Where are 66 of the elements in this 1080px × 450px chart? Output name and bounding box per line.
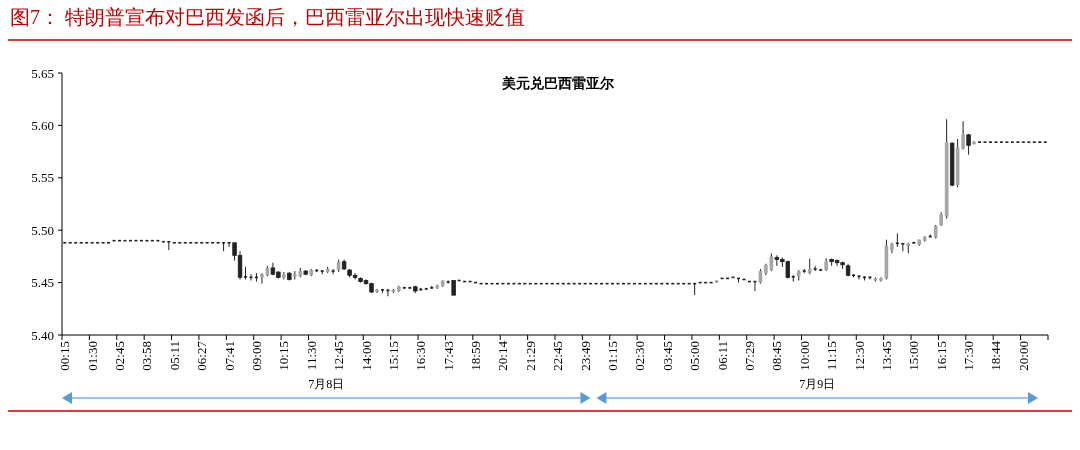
candlestick xyxy=(172,241,176,244)
candlestick xyxy=(101,241,105,244)
x-tick-label: 17:43 xyxy=(440,341,456,371)
x-tick-label: 00:15 xyxy=(57,341,73,371)
x-tick-label: 21:29 xyxy=(522,341,538,371)
candlestick xyxy=(74,241,78,244)
x-tick-label: 02:45 xyxy=(112,341,128,371)
text: 7月9日 xyxy=(799,377,836,391)
chart-title: 图7： 特朗普宣布对巴西发函后，巴西雷亚尔出现快速贬值 xyxy=(10,6,525,28)
candlestick xyxy=(205,241,209,244)
candlestick xyxy=(85,241,89,244)
text: 7月8日 xyxy=(308,377,345,391)
x-tick-label: 05:11 xyxy=(166,341,182,371)
candlestick xyxy=(161,240,165,243)
x-tick-label: 16:30 xyxy=(413,341,429,371)
y-tick-label: 5.40 xyxy=(31,327,54,343)
candlestick xyxy=(79,241,83,244)
x-tick-label: 03:45 xyxy=(659,341,675,371)
x-tick-label: 13:45 xyxy=(878,341,894,371)
x-tick-label: 11:30 xyxy=(303,341,319,371)
candlestick xyxy=(194,241,198,244)
candlestick xyxy=(107,241,111,244)
candlestick xyxy=(211,241,215,244)
x-tick-label: 08:45 xyxy=(769,341,785,371)
x-tick-label: 07:29 xyxy=(741,341,757,371)
x-tick-label: 15:15 xyxy=(385,341,401,371)
y-tick-label: 5.65 xyxy=(31,65,54,81)
x-tick-label: 06:11 xyxy=(714,341,730,371)
candlestick xyxy=(879,276,883,283)
x-tick-label: 10:15 xyxy=(276,341,292,371)
candlestick xyxy=(68,241,72,244)
x-tick-label: 01:15 xyxy=(605,341,621,371)
chart-subtitle: 美元兑巴西雷亚尔 xyxy=(501,75,615,91)
x-tick-label: 07:41 xyxy=(221,341,237,371)
x-tick-label: 02:30 xyxy=(632,341,648,371)
candlestick xyxy=(178,241,182,244)
x-tick-label: 17:30 xyxy=(961,341,977,371)
x-tick-label: 20:14 xyxy=(495,340,511,371)
x-tick-label: 12:45 xyxy=(331,341,347,371)
x-tick-label: 11:15 xyxy=(824,341,840,371)
y-tick-label: 5.55 xyxy=(31,170,54,186)
x-tick-label: 10:00 xyxy=(796,341,812,371)
x-tick-label: 18:59 xyxy=(468,341,484,371)
x-tick-label: 14:00 xyxy=(358,341,374,371)
candlestick xyxy=(63,241,67,244)
x-tick-label: 15:00 xyxy=(906,341,922,371)
x-tick-label: 01:30 xyxy=(84,341,100,371)
x-tick-label: 12:30 xyxy=(851,341,867,371)
candlestick xyxy=(216,241,220,244)
x-tick-label: 18:44 xyxy=(988,340,1004,371)
x-tick-label: 23:49 xyxy=(577,341,593,371)
y-tick-label: 5.60 xyxy=(31,117,54,133)
candlestick xyxy=(183,241,187,244)
candlestick xyxy=(96,241,100,244)
x-tick-label: 20:00 xyxy=(1015,341,1031,371)
x-tick-label: 05:00 xyxy=(687,341,703,371)
candlestick xyxy=(189,241,193,244)
x-tick-label: 09:00 xyxy=(248,341,264,371)
x-tick-label: 22:45 xyxy=(550,341,566,371)
y-tick-label: 5.45 xyxy=(31,275,54,291)
y-tick-label: 5.50 xyxy=(31,222,54,238)
x-tick-label: 03:58 xyxy=(139,341,155,371)
candlestick xyxy=(200,241,204,244)
candlestick xyxy=(90,241,94,244)
x-tick-label: 16:15 xyxy=(933,341,949,371)
x-tick-label: 06:27 xyxy=(194,340,210,371)
